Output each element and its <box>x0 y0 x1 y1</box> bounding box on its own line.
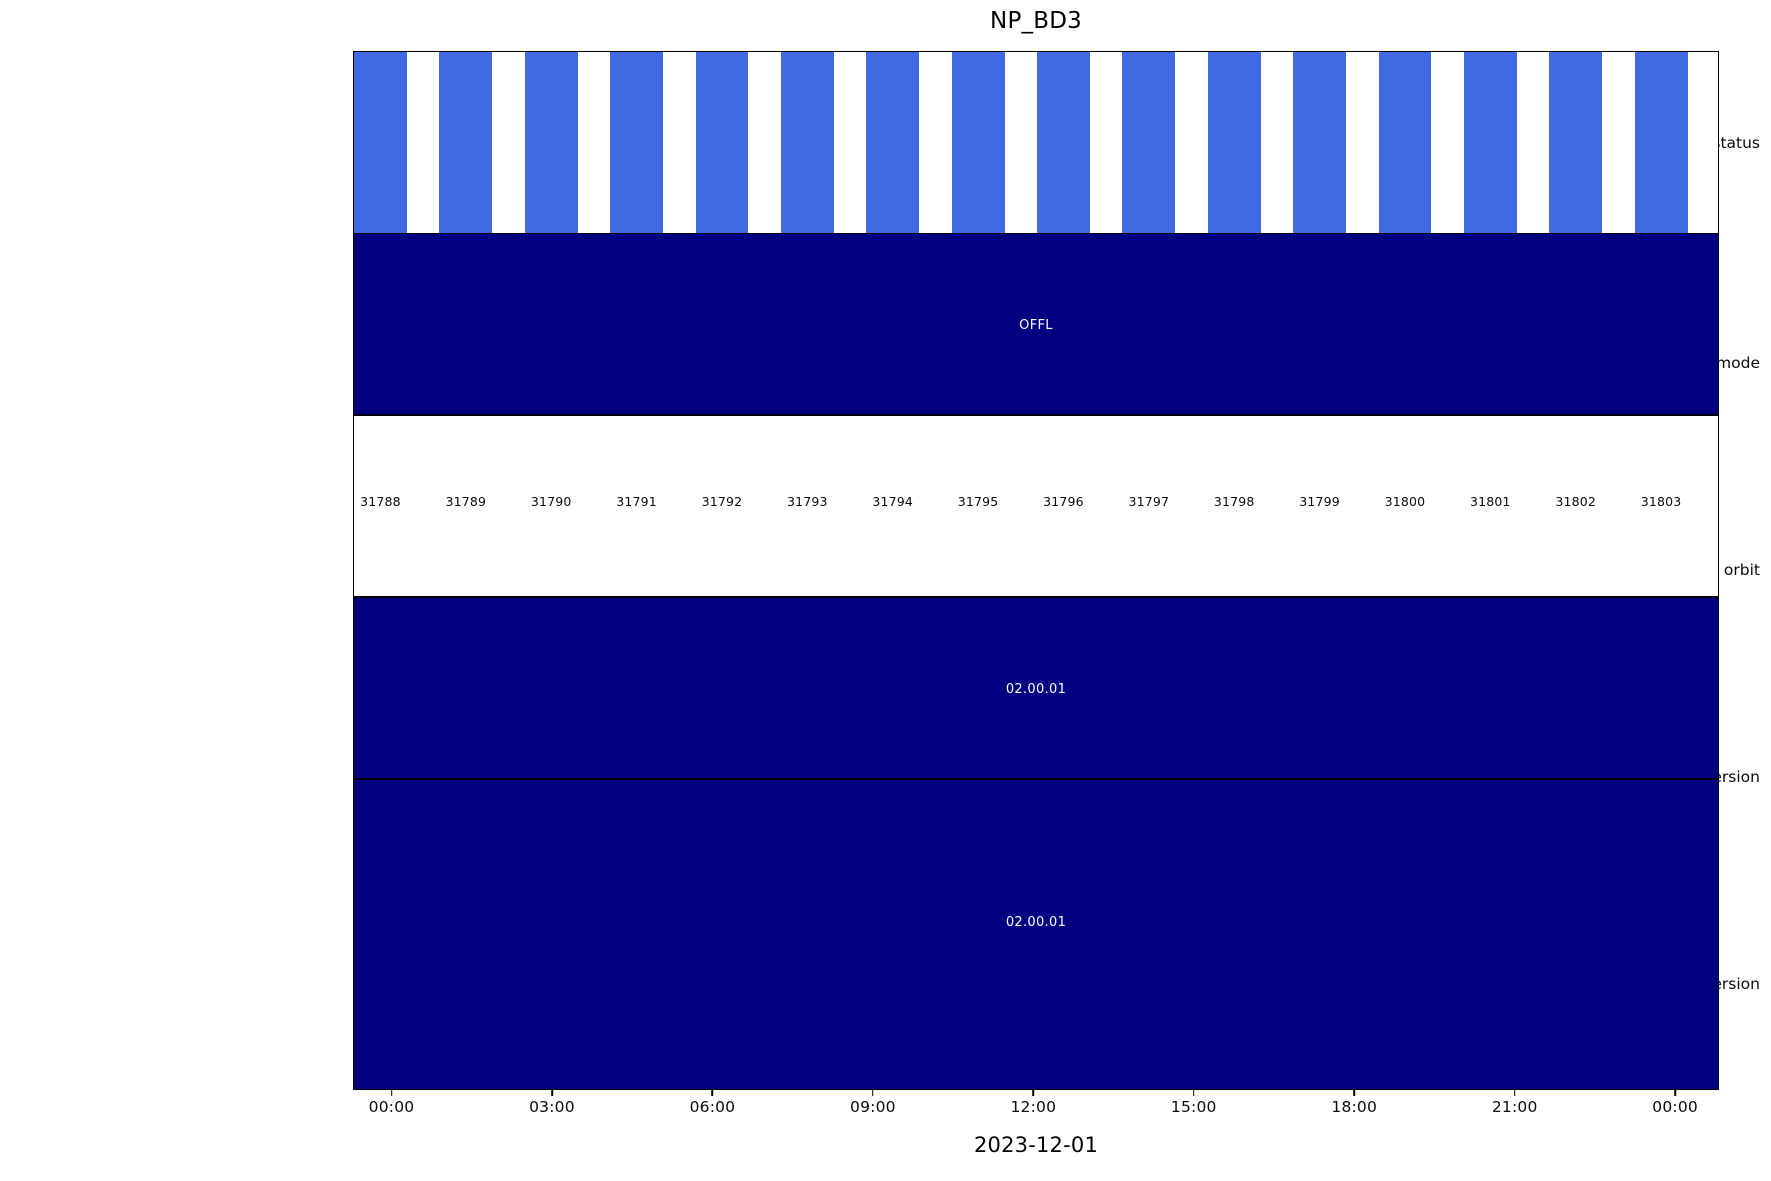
x-tick-label: 12:00 <box>1010 1098 1057 1116</box>
processing-mode-value: OFFL <box>1019 318 1053 333</box>
processor-version-value: 02.00.01 <box>1005 682 1067 697</box>
row-orbit: 31788 31789 31790 31791 31792 31793 31794 31795… <box>353 415 1719 597</box>
x-tick-label: 15:00 <box>1170 1098 1217 1116</box>
orbit-label: 31802 <box>1555 494 1597 509</box>
status-bar <box>354 52 407 258</box>
status-bar <box>439 52 493 258</box>
orbit-label: 31798 <box>1213 494 1255 509</box>
orbit-label: 31792 <box>701 494 743 509</box>
orbit-label: 31790 <box>530 494 572 509</box>
status-bar <box>610 52 664 258</box>
row-processor-version: 02.00.01 <box>353 597 1719 779</box>
product-version-band <box>354 780 1718 1089</box>
x-tick-mark <box>872 1090 874 1096</box>
row-product-version: 02.00.01 <box>353 779 1719 1090</box>
orbit-label: 31803 <box>1640 494 1682 509</box>
status-bar <box>1549 52 1603 258</box>
status-bar <box>1293 52 1347 258</box>
orbit-label: 31796 <box>1043 494 1084 509</box>
orbit-label: 31801 <box>1469 494 1511 509</box>
processing-mode-band <box>354 234 1718 414</box>
x-tick-mark <box>711 1090 714 1096</box>
status-bar <box>1037 52 1090 258</box>
status-bar <box>780 52 834 258</box>
row-processing-mode: OFFL <box>353 233 1719 415</box>
row-processing-status <box>353 51 1719 259</box>
x-tick-label: 21:00 <box>1491 1098 1538 1116</box>
status-bar <box>1634 52 1688 258</box>
x-tick-label: 06:00 <box>689 1098 736 1116</box>
status-bar <box>695 52 749 258</box>
x-tick-mark <box>551 1090 553 1096</box>
x-tick-mark <box>1353 1090 1356 1096</box>
x-tick-label: 00:00 <box>1652 1098 1698 1116</box>
status-bar <box>1463 52 1517 258</box>
x-tick-label: 09:00 <box>850 1098 896 1116</box>
orbit-label: 31800 <box>1384 494 1426 509</box>
orbit-label: 31789 <box>445 494 487 509</box>
status-bar <box>524 52 578 258</box>
x-axis-title: 2023-12-01 <box>973 1133 1099 1157</box>
processor-version-band <box>354 598 1718 778</box>
status-bar <box>1207 52 1261 258</box>
status-bar <box>866 52 920 258</box>
orbit-label: 31799 <box>1299 494 1340 509</box>
x-tick-mark <box>1513 1090 1516 1096</box>
orbit-label: 31797 <box>1128 494 1170 509</box>
page-title: NP_BD3 <box>990 8 1082 34</box>
x-tick-label: 18:00 <box>1331 1098 1378 1116</box>
x-tick-mark <box>1674 1090 1676 1096</box>
orbit-label: 31795 <box>957 494 999 509</box>
x-tick-label: 00:00 <box>368 1098 415 1116</box>
orbit-label: 31788 <box>360 494 401 509</box>
orbit-label: 31793 <box>786 494 828 509</box>
orbit-label: 31794 <box>872 494 914 509</box>
status-bar <box>1378 52 1432 258</box>
x-tick-mark <box>1192 1090 1195 1096</box>
plot-area: OFFL 31788 31789 31790 31791 31792 31793 31794… <box>353 51 1719 1090</box>
x-tick-mark <box>1032 1090 1035 1096</box>
status-bar <box>951 52 1005 258</box>
orbit-label: 31791 <box>616 494 657 509</box>
x-tick-label: 03:00 <box>529 1098 575 1116</box>
product-version-value: 02.00.01 <box>1005 915 1067 930</box>
x-tick-mark <box>390 1090 393 1096</box>
status-bar <box>1122 52 1176 258</box>
y-tick-orbit: orbit <box>1723 561 1760 579</box>
